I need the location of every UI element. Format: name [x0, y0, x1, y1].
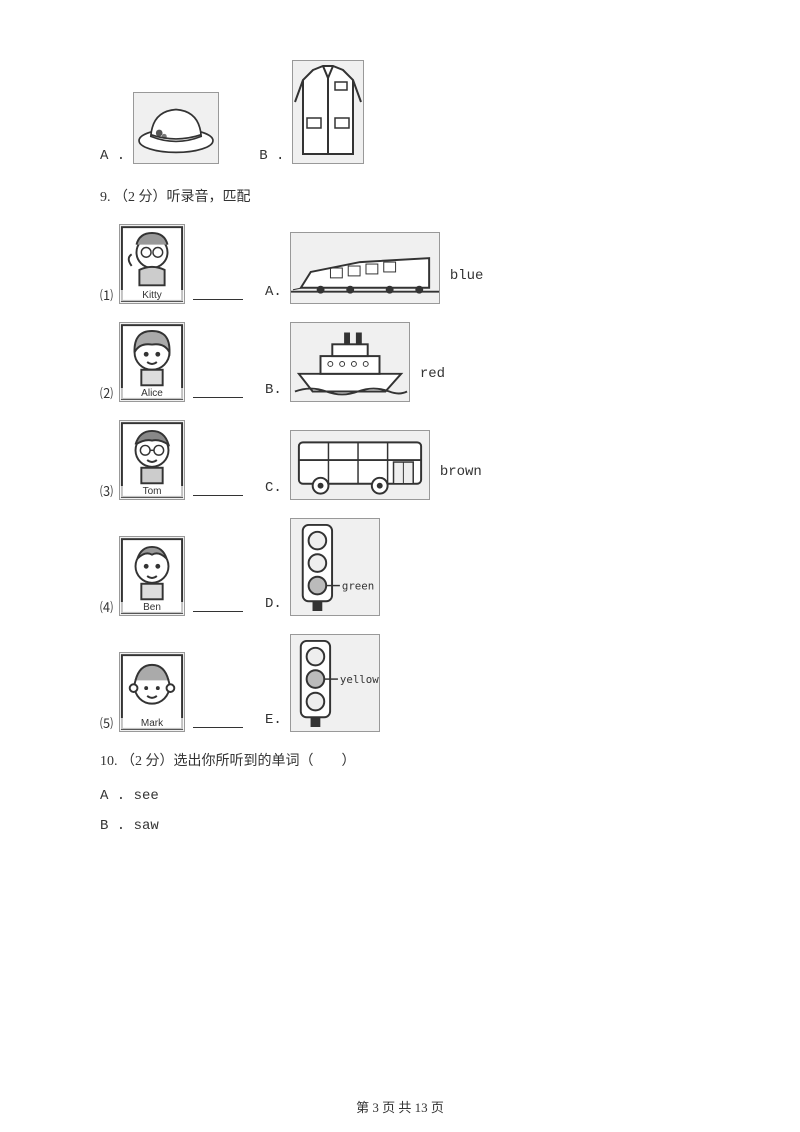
letter-e: E. — [265, 712, 282, 728]
blank-1[interactable] — [193, 299, 243, 300]
letter-a: A. — [265, 284, 282, 300]
q8-options: A . B . — [100, 60, 700, 164]
train-image — [290, 232, 440, 304]
traffic-light-yellow: yellow — [290, 634, 380, 732]
mark-name: Mark — [120, 718, 184, 729]
blank-5[interactable] — [193, 727, 243, 728]
idx-3: ⑶ — [100, 481, 113, 500]
tom-name: Tom — [120, 486, 184, 497]
idx-4: ⑷ — [100, 597, 113, 616]
q8-option-b-label: B . — [259, 148, 284, 164]
mark-image: Mark — [119, 652, 185, 732]
ship-image — [290, 322, 410, 402]
bus-image — [290, 430, 430, 500]
kitty-image: Kitty — [119, 224, 185, 304]
blank-3[interactable] — [193, 495, 243, 496]
q10-option-a[interactable]: A . see — [100, 788, 700, 804]
svg-text:yellow: yellow — [340, 673, 379, 686]
q10-option-b[interactable]: B . saw — [100, 818, 700, 834]
hat-image — [133, 92, 219, 164]
idx-1: ⑴ — [100, 285, 113, 304]
letter-c: C. — [265, 480, 282, 496]
alice-image: Alice — [119, 322, 185, 402]
tom-image: Tom — [119, 420, 185, 500]
q8-option-a-label: A . — [100, 148, 125, 164]
color-red: red — [420, 366, 445, 382]
color-brown: brown — [440, 464, 482, 480]
idx-5: ⑸ — [100, 713, 113, 732]
match-row-1: ⑴ Kitty A. blue — [100, 224, 700, 304]
letter-d: D. — [265, 596, 282, 612]
ben-name: Ben — [120, 602, 184, 613]
match-row-2: ⑵ Alice B. red — [100, 322, 700, 402]
ben-image: Ben — [119, 536, 185, 616]
q10-prompt: 10. （2 分）选出你所听到的单词（ ） — [100, 750, 700, 770]
coat-image — [292, 60, 364, 164]
blank-2[interactable] — [193, 397, 243, 398]
alice-name: Alice — [120, 388, 184, 399]
q10-options: A . see B . saw — [100, 788, 700, 834]
letter-b: B. — [265, 382, 282, 398]
q9-prompt: 9. （2 分）听录音，匹配 — [100, 186, 700, 206]
blank-4[interactable] — [193, 611, 243, 612]
match-row-4: ⑷ Ben D. green — [100, 518, 700, 616]
color-blue: blue — [450, 268, 484, 284]
match-row-3: ⑶ Tom C. brown — [100, 420, 700, 500]
page-footer: 第 3 页 共 13 页 — [0, 1097, 800, 1116]
traffic-light-green: green — [290, 518, 380, 616]
match-row-5: ⑸ Mark E. yellow — [100, 634, 700, 732]
svg-text:green: green — [342, 579, 374, 592]
idx-2: ⑵ — [100, 383, 113, 402]
kitty-name: Kitty — [120, 290, 184, 301]
